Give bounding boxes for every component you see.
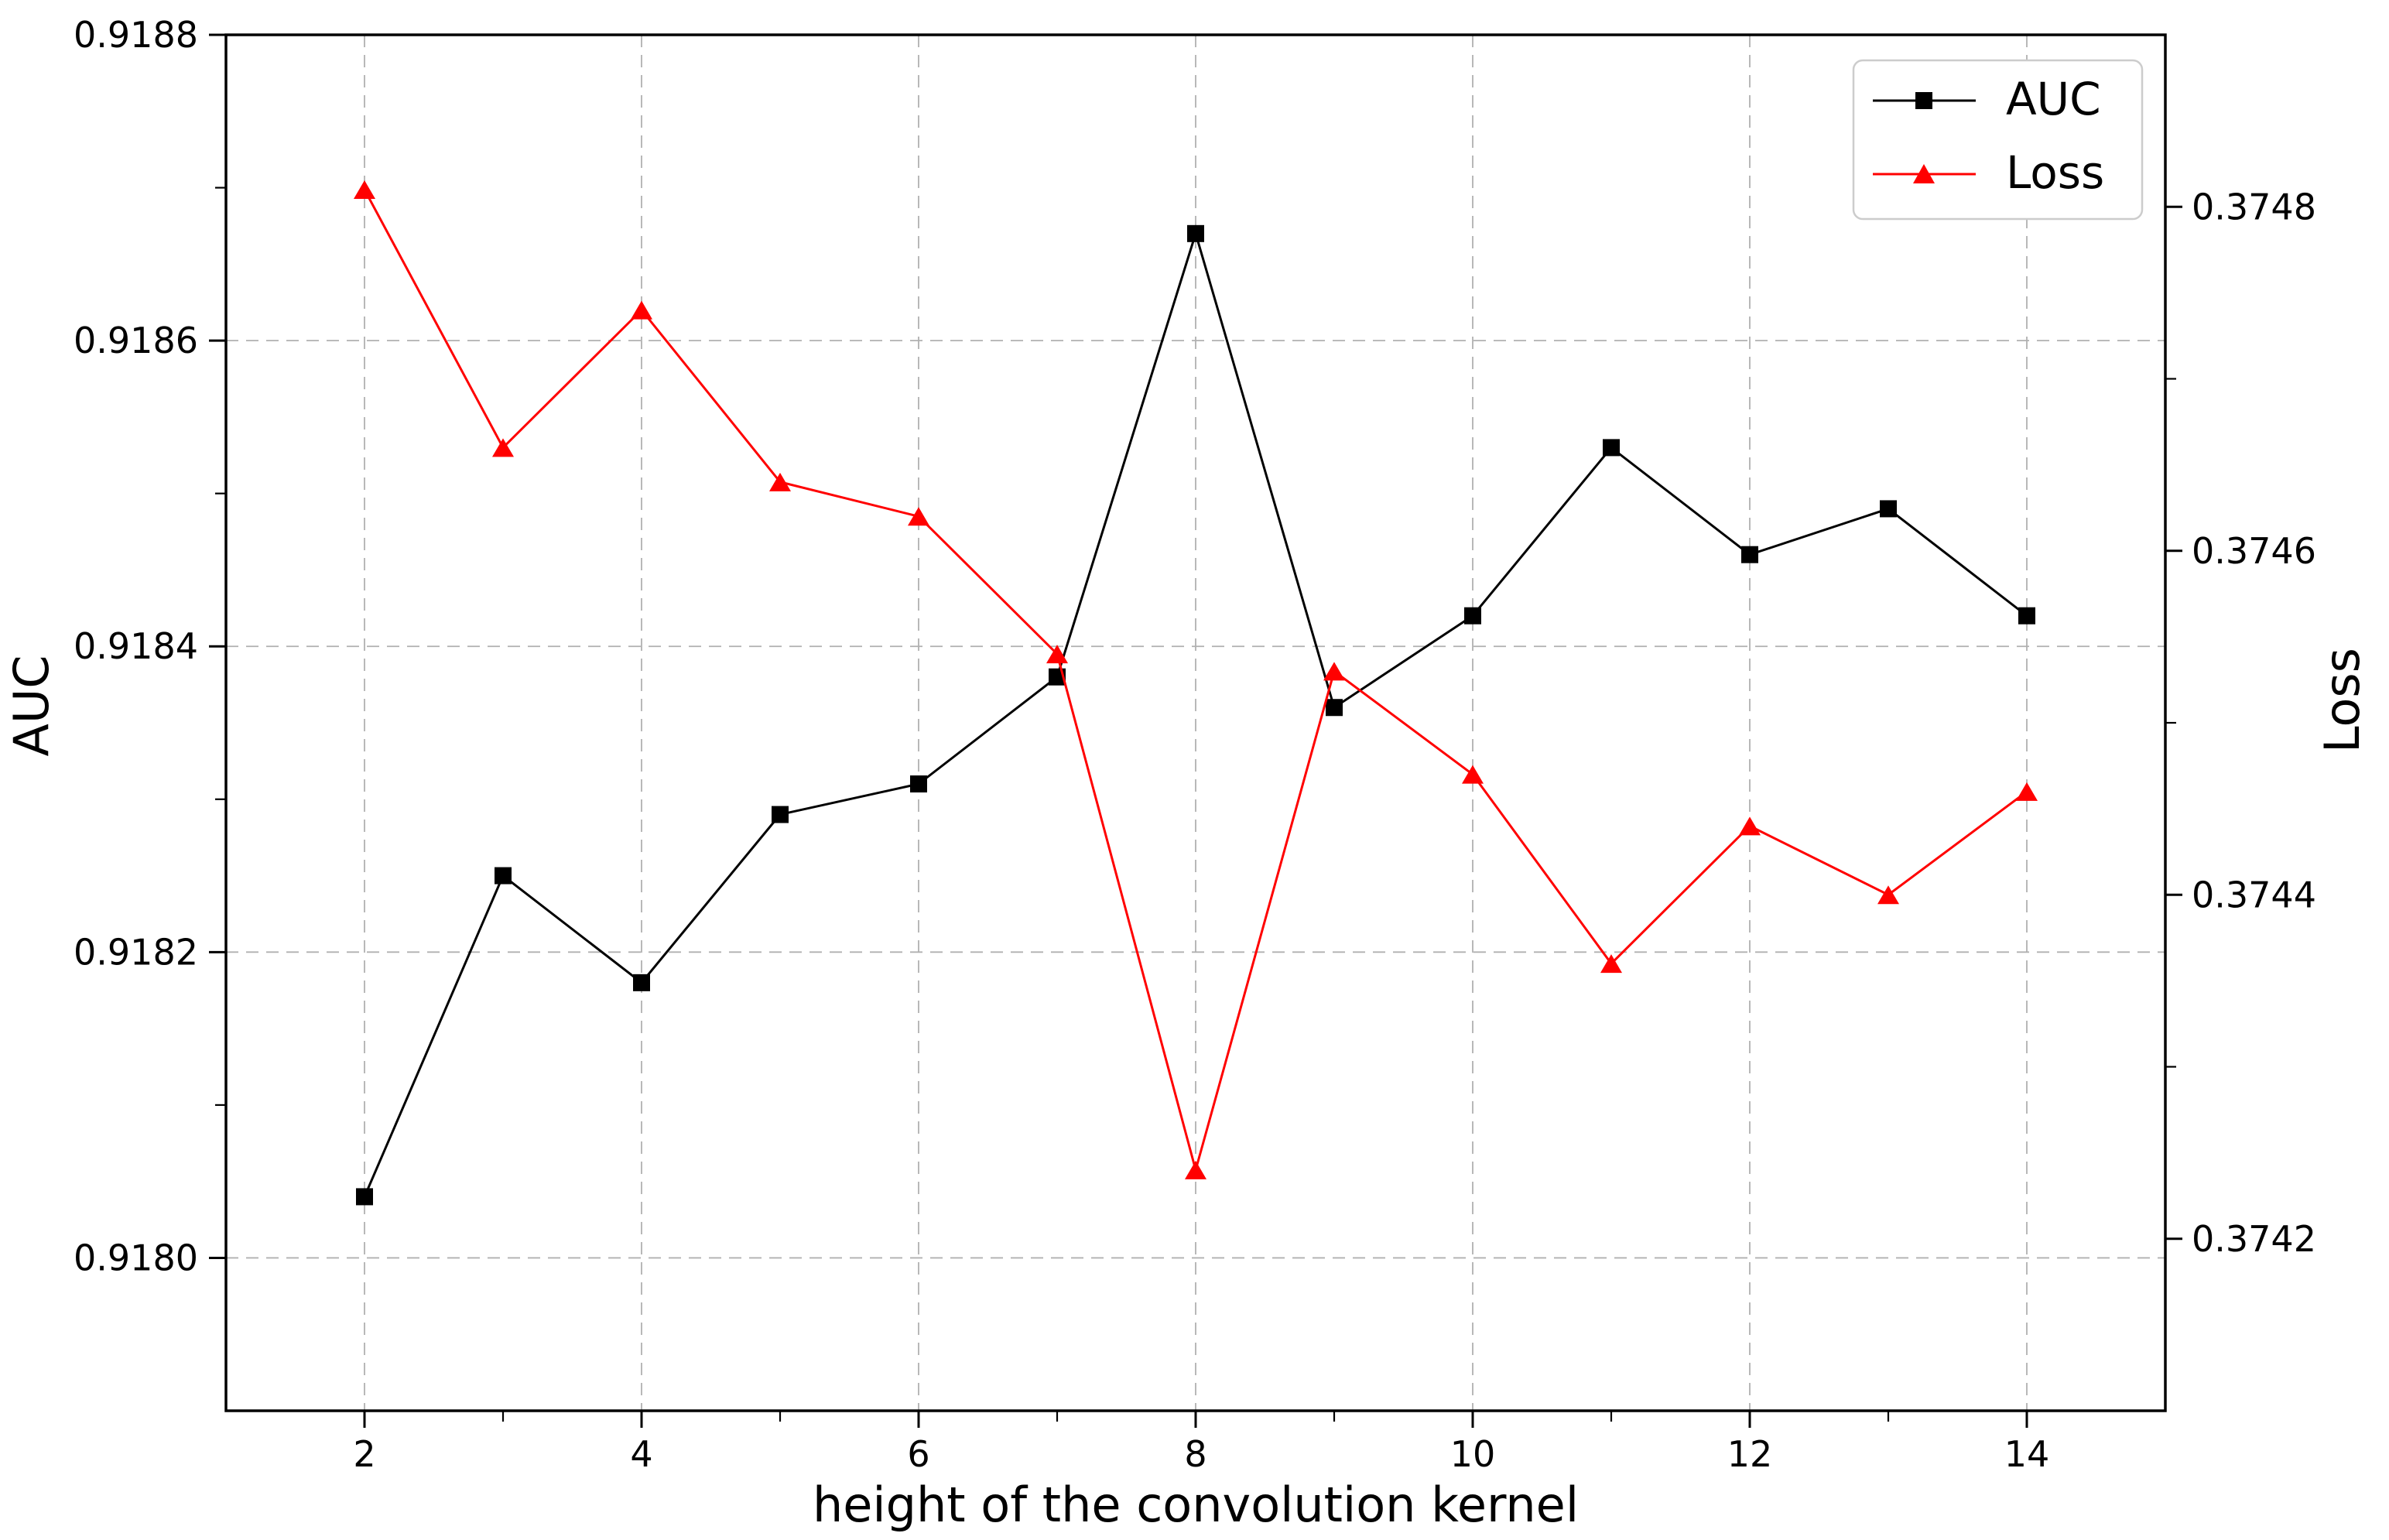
auc-marker <box>910 775 927 793</box>
x-axis-label: height of the convolution kernel <box>813 1477 1579 1533</box>
auc-marker <box>1603 439 1620 457</box>
plot-border <box>224 33 2167 1412</box>
auc-marker <box>633 974 650 991</box>
y-axis-label-left: AUC <box>3 655 60 756</box>
x-tick-label: 2 <box>353 1433 375 1475</box>
legend-label-loss: Loss <box>2006 146 2104 199</box>
auc-marker <box>356 1188 373 1206</box>
y-left-tick-label: 0.9184 <box>74 625 198 667</box>
loss-marker <box>908 507 929 526</box>
y-axis-label-right: Loss <box>2314 648 2370 753</box>
series-layer <box>354 180 2038 1206</box>
loss-marker <box>1600 954 1622 974</box>
x-tick-label: 14 <box>2004 1433 2050 1475</box>
legend-loss-triangle-icon <box>1913 164 1935 183</box>
auc-marker <box>1326 699 1343 717</box>
loss-marker <box>769 472 791 491</box>
auc-marker <box>1187 224 1204 242</box>
ticks-layer: 2 4 6 8 10 12 14 0.9188 0.9186 0.9184 0.9182 0.9180… <box>74 14 2316 1475</box>
loss-marker <box>1323 662 1345 681</box>
loss-marker <box>354 180 375 200</box>
x-tick-label: 8 <box>1184 1433 1206 1475</box>
y-left-tick-label: 0.9180 <box>74 1237 198 1278</box>
legend: AUC Loss <box>1852 59 2144 221</box>
auc-marker <box>772 806 789 823</box>
auc-marker <box>1464 607 1481 625</box>
auc-marker <box>495 867 512 885</box>
auc-marker <box>1880 500 1897 518</box>
grid-layer <box>226 35 2165 1411</box>
legend-auc-square-icon <box>1915 92 1932 109</box>
x-tick-label: 6 <box>907 1433 929 1475</box>
loss-marker <box>1046 645 1068 664</box>
auc-marker <box>2018 607 2035 625</box>
legend-label-auc: AUC <box>2006 73 2101 125</box>
y-right-tick-label: 0.3748 <box>2192 186 2316 228</box>
auc-marker <box>1741 546 1758 563</box>
x-tick-label: 10 <box>1450 1433 1496 1475</box>
y-left-tick-label: 0.9186 <box>74 320 198 361</box>
x-tick-label: 12 <box>1727 1433 1773 1475</box>
loss-marker <box>1185 1160 1206 1179</box>
loss-marker <box>492 438 514 457</box>
y-right-tick-label: 0.3746 <box>2192 530 2316 572</box>
y-left-tick-label: 0.9182 <box>74 931 198 973</box>
loss-marker <box>1877 885 1899 905</box>
loss-marker <box>1462 765 1484 784</box>
y-left-tick-label: 0.9188 <box>74 14 198 56</box>
y-right-tick-label: 0.3742 <box>2192 1218 2316 1260</box>
loss-marker <box>2016 782 2038 801</box>
loss-marker <box>631 300 652 320</box>
loss-marker <box>1739 816 1761 836</box>
y-right-tick-label: 0.3744 <box>2192 874 2316 915</box>
x-tick-label: 4 <box>630 1433 652 1475</box>
